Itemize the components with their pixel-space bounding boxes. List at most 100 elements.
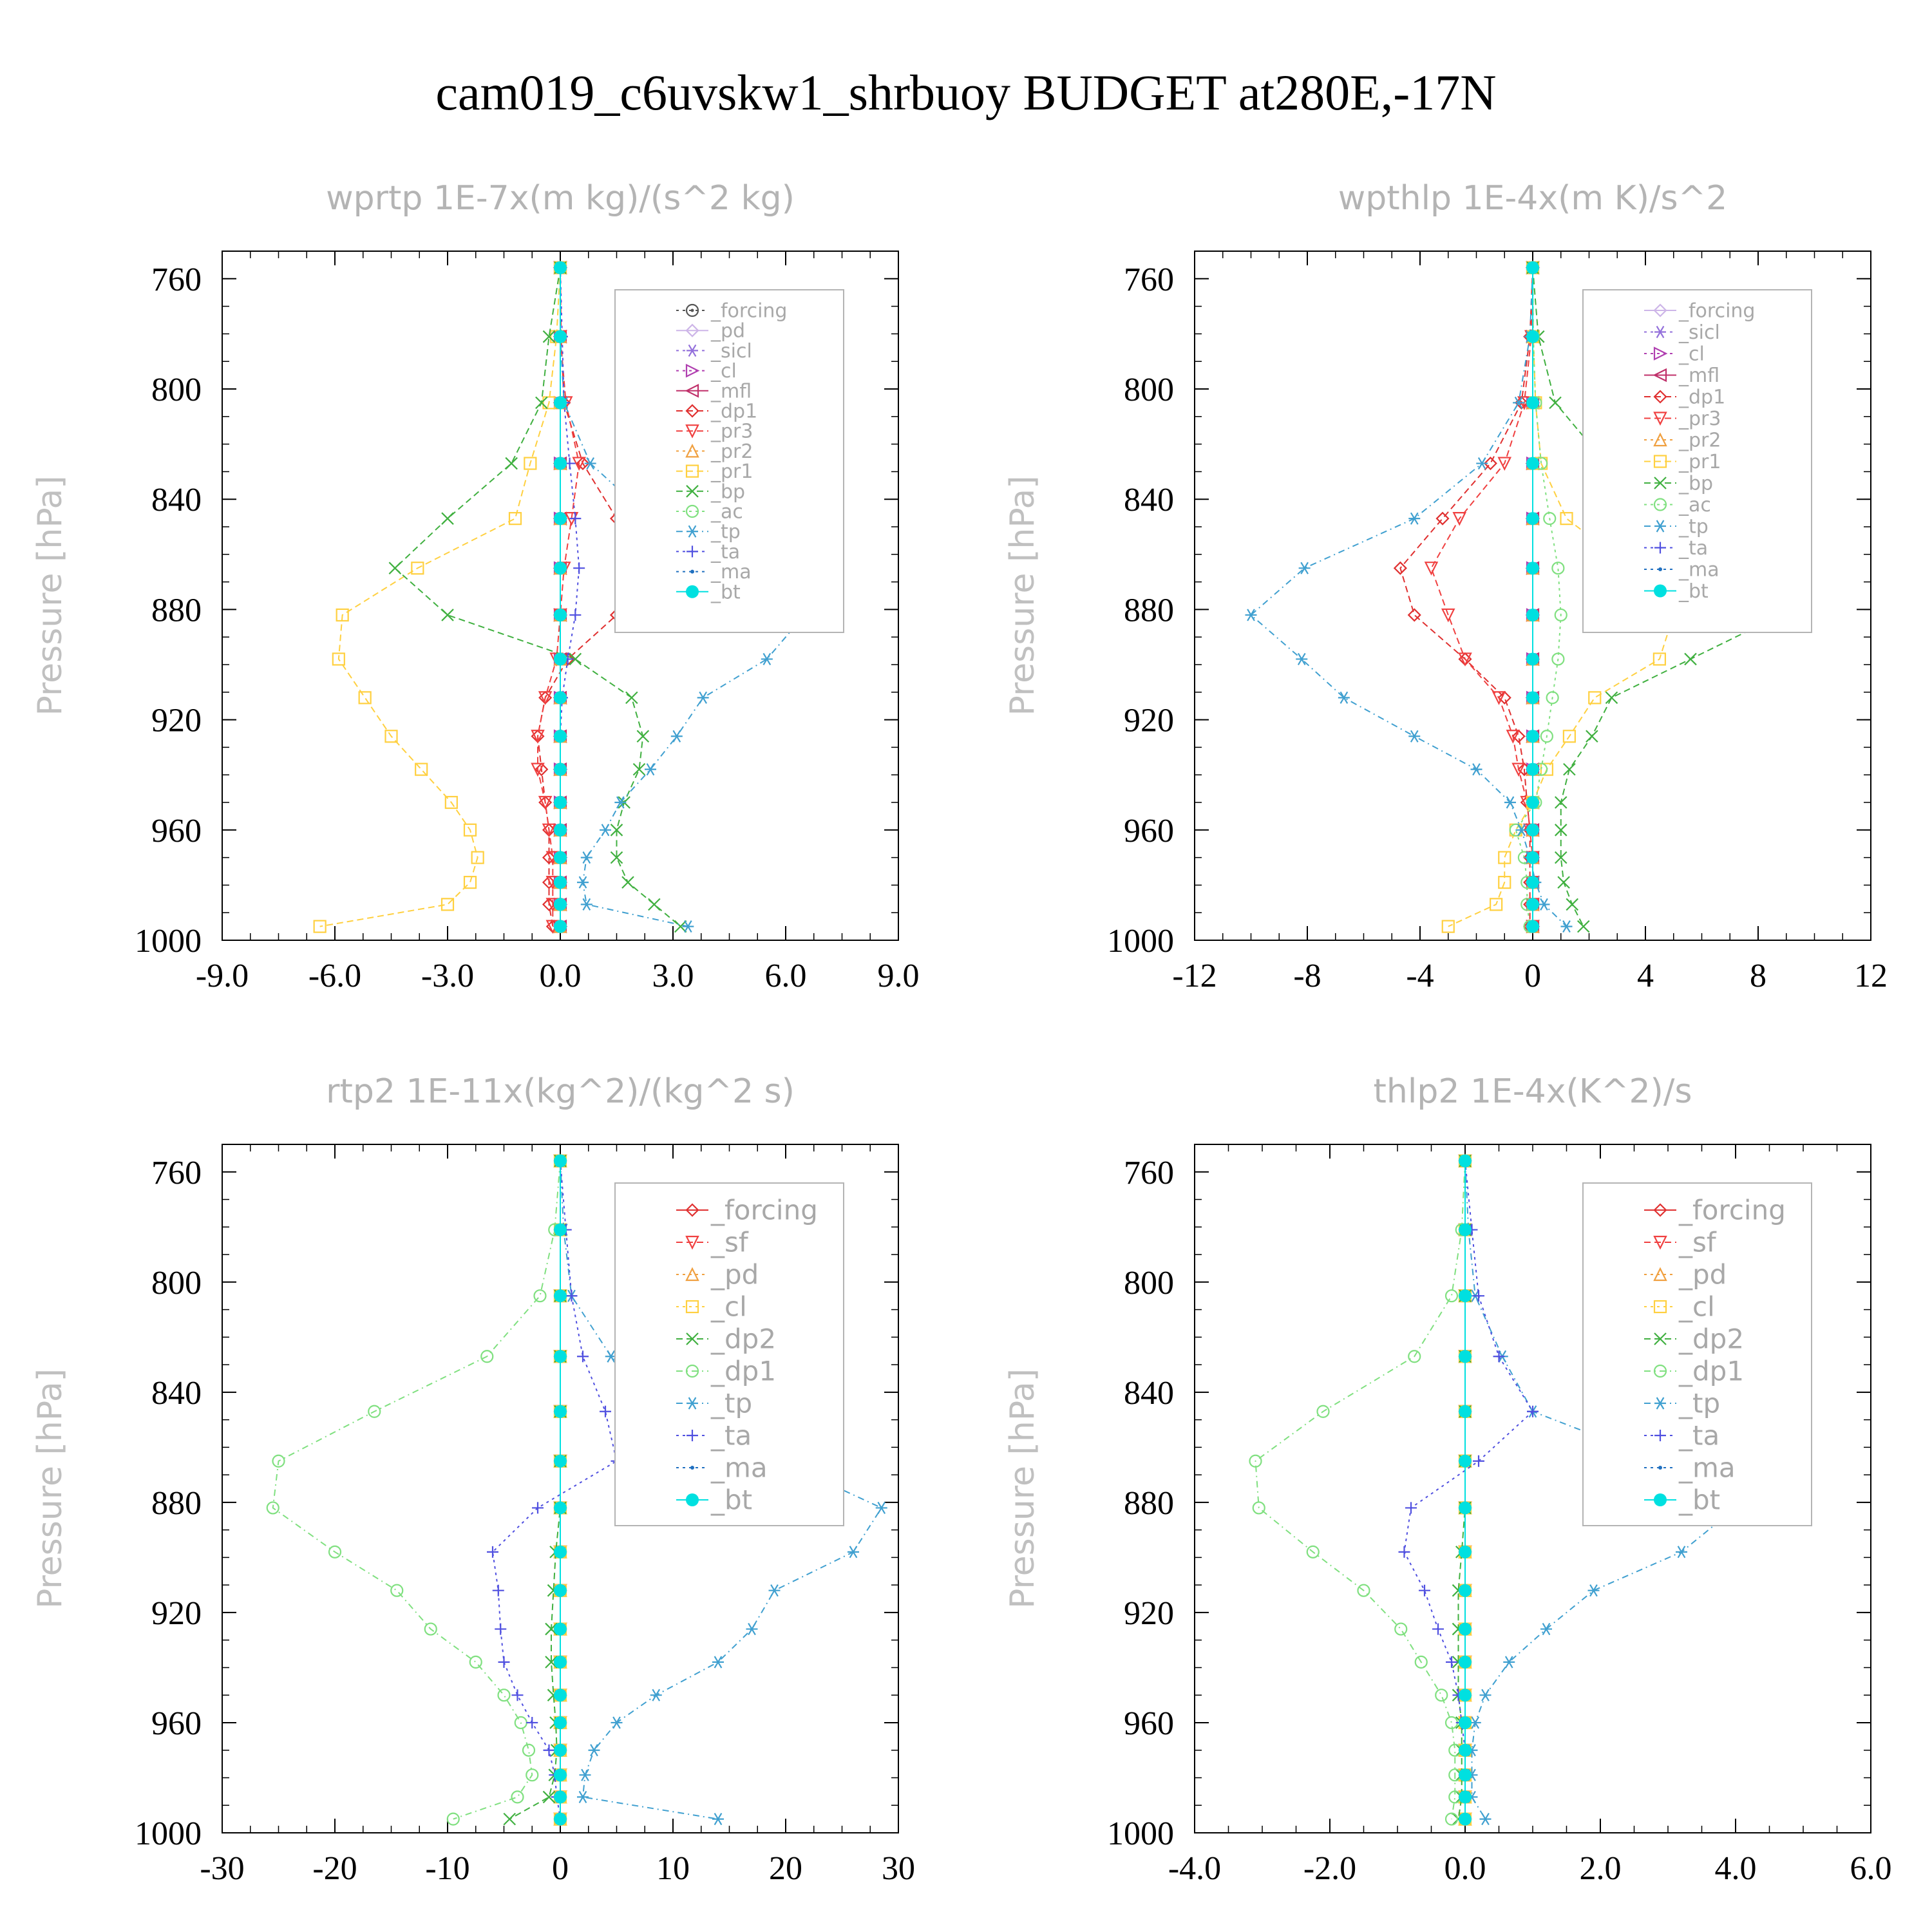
- data-point: [1526, 608, 1539, 621]
- data-point: [1435, 1689, 1448, 1702]
- data-point: [554, 876, 567, 889]
- data-point: [746, 1623, 758, 1636]
- data-point: [1249, 1454, 1262, 1468]
- data-point: [577, 1350, 589, 1363]
- legend-marker: [1654, 520, 1666, 533]
- data-point: [621, 876, 634, 889]
- data-point: [1459, 1545, 1472, 1558]
- data-point: [535, 396, 548, 410]
- legend-label: _pr3: [710, 421, 753, 443]
- data-point: [554, 1223, 567, 1236]
- legend-label: _pr1: [710, 460, 753, 483]
- legend: _forcing_sicl_cl_mfl_dp1_pr3_pr2_pr1_bp_…: [1582, 289, 1812, 633]
- legend-marker: [1654, 1430, 1666, 1441]
- series-bt: [554, 1154, 567, 1826]
- data-point: [1577, 920, 1590, 933]
- data-point: [554, 1350, 567, 1363]
- series-bt: [1526, 261, 1539, 933]
- data-point: [1338, 691, 1350, 704]
- data-point: [588, 1744, 600, 1757]
- legend-marker: [687, 1430, 698, 1441]
- data-point: [1470, 763, 1482, 776]
- x-tick-label: 4: [1637, 958, 1654, 994]
- legend-marker: [685, 363, 700, 378]
- data-point: [1526, 851, 1539, 864]
- legend-label: _tp: [1678, 516, 1709, 538]
- data-point: [610, 851, 623, 864]
- y-tick-label: 840: [151, 1375, 202, 1412]
- data-point: [1459, 1655, 1472, 1669]
- legend-label: _pd: [1678, 1259, 1727, 1291]
- legend-label: _mfl: [710, 380, 752, 402]
- data-point: [554, 1743, 567, 1757]
- y-tick-label: 1000: [135, 923, 202, 960]
- data-point: [554, 1768, 567, 1782]
- data-point: [1393, 561, 1407, 575]
- data-point: [1398, 1546, 1410, 1558]
- data-point: [336, 608, 349, 622]
- data-point: [503, 1812, 516, 1826]
- data-point: [1511, 762, 1526, 777]
- legend-box: [614, 289, 844, 633]
- data-point: [1435, 511, 1450, 526]
- panel-title: wpthlp 1E-4x(m K)/s^2: [1338, 179, 1728, 218]
- legend-label: _tp: [710, 521, 741, 544]
- data-point: [1562, 730, 1576, 743]
- data-point: [1459, 1622, 1472, 1636]
- series-line: [537, 267, 580, 927]
- data-point: [554, 1545, 567, 1558]
- x-tick-label: 30: [882, 1850, 915, 1887]
- data-point: [848, 1546, 859, 1558]
- legend-marker: [690, 569, 694, 574]
- legend-marker: [1654, 1397, 1666, 1410]
- data-point: [554, 512, 567, 526]
- legend-label: _dp1: [710, 401, 757, 423]
- data-point: [632, 762, 646, 776]
- legend-marker: [685, 384, 699, 398]
- legend-marker: [686, 585, 699, 598]
- data-point: [554, 730, 567, 743]
- legend: _forcing_sf_pd_cl_dp2_dp1_tp_ta_ma_bt: [614, 1182, 844, 1526]
- data-point: [614, 796, 627, 809]
- legend-label: _dp2: [1678, 1323, 1744, 1355]
- data-point: [712, 1656, 724, 1669]
- data-point: [526, 1716, 538, 1728]
- data-point: [682, 920, 694, 933]
- data-point: [1459, 1454, 1472, 1468]
- legend-marker: [685, 1364, 699, 1378]
- data-point: [768, 1584, 781, 1597]
- legend-label: _ma: [710, 1452, 768, 1484]
- legend-marker: [1658, 1466, 1662, 1470]
- data-point: [1551, 652, 1565, 666]
- data-point: [1306, 1545, 1320, 1558]
- x-tick-label: 6.0: [1850, 1850, 1892, 1887]
- legend-marker: [690, 1466, 694, 1470]
- data-point: [1459, 1716, 1472, 1729]
- y-axis-label: Pressure [hPa]: [1003, 1368, 1042, 1609]
- legend-label: _cl: [710, 360, 737, 383]
- y-tick-label: 760: [1124, 1155, 1174, 1191]
- data-point: [446, 1812, 460, 1826]
- y-tick-label: 840: [1124, 482, 1174, 518]
- legend-label: _bp: [710, 480, 745, 503]
- legend-marker: [685, 1203, 699, 1217]
- data-point: [554, 1454, 567, 1468]
- data-point: [532, 1502, 544, 1514]
- data-point: [538, 691, 553, 705]
- legend-marker: [1654, 1493, 1667, 1506]
- data-point: [1538, 898, 1550, 911]
- data-point: [554, 851, 567, 864]
- data-point: [554, 1405, 567, 1418]
- data-point: [542, 851, 556, 865]
- legend-marker: [1653, 1364, 1667, 1378]
- legend-marker: [685, 1300, 699, 1314]
- data-point: [1414, 1655, 1428, 1669]
- data-point: [1459, 1405, 1472, 1418]
- y-tick-label: 880: [151, 1485, 202, 1522]
- data-point: [411, 562, 424, 575]
- data-point: [1526, 730, 1539, 743]
- data-point: [424, 1622, 437, 1636]
- data-point: [1526, 691, 1539, 705]
- data-point: [1526, 261, 1539, 274]
- legend-marker: [686, 1493, 699, 1506]
